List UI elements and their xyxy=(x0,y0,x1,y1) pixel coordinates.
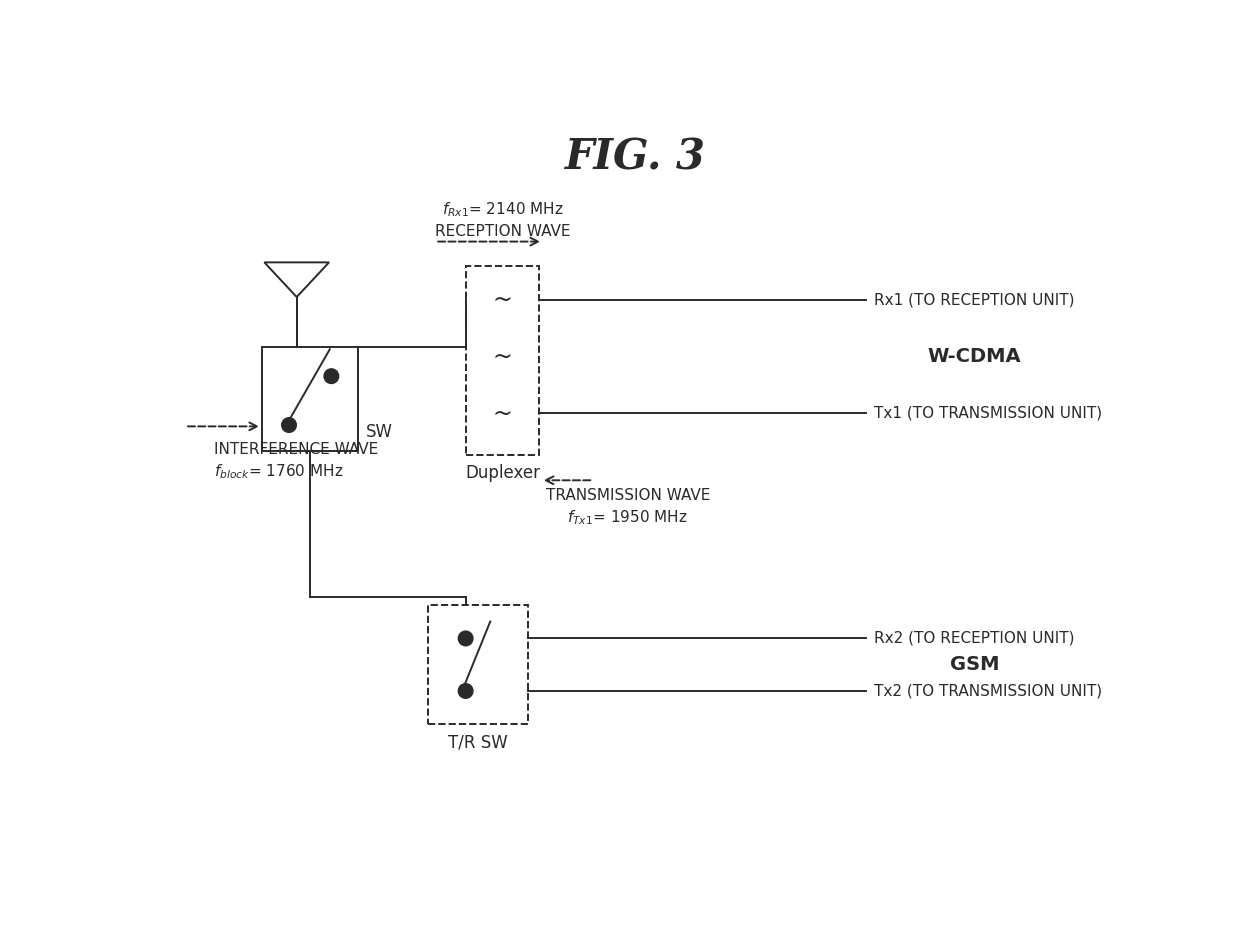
Text: T/R SW: T/R SW xyxy=(448,734,507,752)
Circle shape xyxy=(324,369,339,384)
Circle shape xyxy=(459,631,472,646)
Text: Tx2 (TO TRANSMISSION UNIT): Tx2 (TO TRANSMISSION UNIT) xyxy=(874,684,1102,699)
Text: ~: ~ xyxy=(492,345,512,369)
Text: FIG. 3: FIG. 3 xyxy=(565,137,706,179)
Text: Rx1 (TO RECEPTION UNIT): Rx1 (TO RECEPTION UNIT) xyxy=(874,293,1075,308)
Text: INTERFERENCE WAVE
$f_{block}$= 1760 MHz: INTERFERENCE WAVE $f_{block}$= 1760 MHz xyxy=(213,442,378,481)
Text: TRANSMISSION WAVE
$f_{Tx1}$= 1950 MHz: TRANSMISSION WAVE $f_{Tx1}$= 1950 MHz xyxy=(546,488,711,527)
Text: ~: ~ xyxy=(492,288,512,312)
Text: Duplexer: Duplexer xyxy=(465,465,541,483)
Bar xyxy=(466,266,539,455)
Circle shape xyxy=(459,684,472,699)
Text: GSM: GSM xyxy=(950,655,999,674)
Bar xyxy=(262,347,358,451)
Text: Rx2 (TO RECEPTION UNIT): Rx2 (TO RECEPTION UNIT) xyxy=(874,631,1075,646)
Text: W-CDMA: W-CDMA xyxy=(928,347,1021,366)
Text: ~: ~ xyxy=(492,401,512,426)
Text: Tx1 (TO TRANSMISSION UNIT): Tx1 (TO TRANSMISSION UNIT) xyxy=(874,406,1102,421)
Bar xyxy=(428,605,528,724)
Circle shape xyxy=(281,418,296,432)
Text: SW: SW xyxy=(366,424,393,442)
Text: $f_{Rx1}$= 2140 MHz
RECEPTION WAVE: $f_{Rx1}$= 2140 MHz RECEPTION WAVE xyxy=(435,201,570,239)
